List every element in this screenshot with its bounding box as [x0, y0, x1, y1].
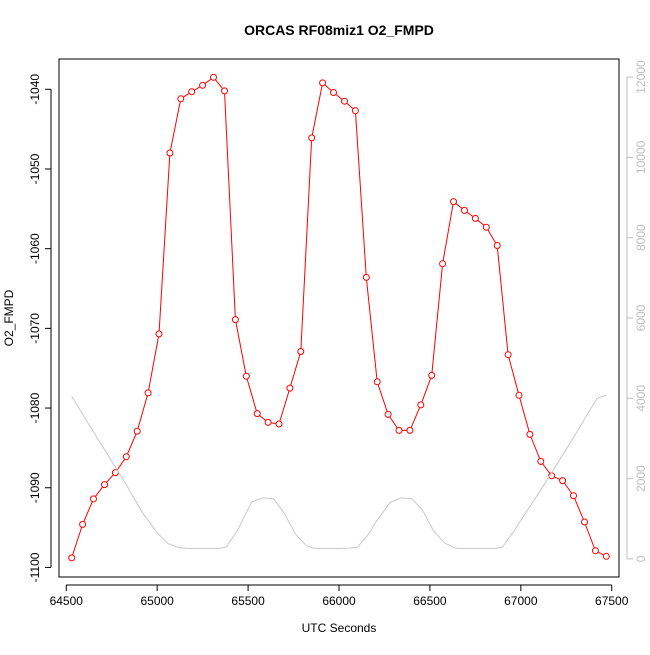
- x-tick-label: 64500: [50, 594, 84, 608]
- series-line-left-axis: [71, 76, 607, 559]
- y-axis-label: O2_FMPD: [2, 289, 16, 346]
- data-point: [406, 426, 414, 434]
- data-point: [602, 552, 610, 560]
- data-point: [450, 198, 457, 206]
- y-tick-label: -1040: [28, 74, 42, 105]
- data-point: [308, 134, 316, 142]
- data-point: [231, 316, 239, 324]
- data-point: [471, 214, 479, 222]
- data-point: [362, 273, 370, 281]
- plot-frame: [58, 58, 620, 578]
- data-point: [177, 95, 185, 103]
- data-point: [570, 492, 577, 500]
- x-axis-label: UTC Seconds: [302, 621, 377, 635]
- x-tick-label: 65500: [231, 594, 265, 608]
- data-point: [210, 73, 217, 81]
- chart-title: ORCAS RF08miz1 O2_FMPD: [244, 22, 434, 38]
- data-point: [297, 348, 305, 355]
- data-point: [144, 389, 152, 397]
- data-point: [330, 89, 337, 96]
- data-point: [133, 427, 141, 435]
- y-tick-label: -1100: [28, 552, 42, 582]
- data-point: [591, 547, 599, 555]
- data-point: [461, 206, 468, 214]
- data-point: [515, 391, 523, 399]
- data-point: [428, 371, 436, 379]
- data-point: [155, 330, 163, 338]
- y2-tick-label: 4000: [634, 385, 648, 412]
- x-tick-label: 67500: [595, 594, 629, 608]
- data-point: [264, 418, 272, 426]
- data-point: [504, 351, 512, 359]
- data-point: [493, 242, 501, 249]
- data-point: [221, 87, 228, 95]
- data-point: [417, 401, 425, 409]
- x-tick-label: 65000: [140, 594, 174, 608]
- y-tick-label: -1080: [28, 392, 42, 423]
- data-point: [79, 520, 87, 528]
- data-point: [242, 372, 250, 380]
- data-point: [275, 420, 283, 428]
- data-point: [482, 223, 490, 231]
- data-point: [341, 97, 348, 105]
- data-point: [581, 518, 588, 526]
- plot-layer: [68, 73, 610, 562]
- data-point: [90, 495, 97, 503]
- data-point: [166, 149, 174, 157]
- data-point: [373, 378, 381, 386]
- data-point: [101, 481, 108, 489]
- x-tick-label: 66000: [322, 594, 356, 608]
- data-point: [351, 107, 359, 115]
- y-tick-label: -1070: [28, 313, 42, 344]
- series-line-right-axis: [71, 394, 607, 549]
- x-tick-label: 67000: [504, 594, 538, 608]
- axes-layer: 64500 65000 65500 66000 66500 67000 67500 -1100…: [28, 58, 648, 608]
- data-point: [68, 554, 76, 562]
- data-point: [199, 81, 207, 89]
- data-point: [526, 430, 534, 438]
- data-point: [395, 426, 403, 434]
- y2-tick-label: 8000: [634, 224, 648, 251]
- y2-tick-label: 10000: [634, 140, 648, 174]
- data-point: [188, 88, 196, 96]
- y2-tick-label: 0: [634, 555, 648, 562]
- x-tick-label: 66500: [413, 594, 447, 608]
- y-tick-label: -1060: [28, 233, 42, 264]
- data-point: [537, 457, 545, 465]
- y2-tick-label: 6000: [634, 304, 648, 331]
- data-point: [122, 453, 130, 461]
- data-point: [559, 477, 567, 485]
- data-point: [439, 260, 447, 268]
- y2-tick-label: 2000: [634, 465, 648, 492]
- y-tick-label: -1090: [28, 472, 42, 503]
- y2-tick-label: 12000: [634, 60, 648, 94]
- data-point: [384, 410, 392, 418]
- y-tick-label: -1050: [28, 153, 42, 184]
- data-point: [319, 79, 327, 87]
- data-point: [286, 384, 294, 392]
- data-point: [253, 410, 261, 418]
